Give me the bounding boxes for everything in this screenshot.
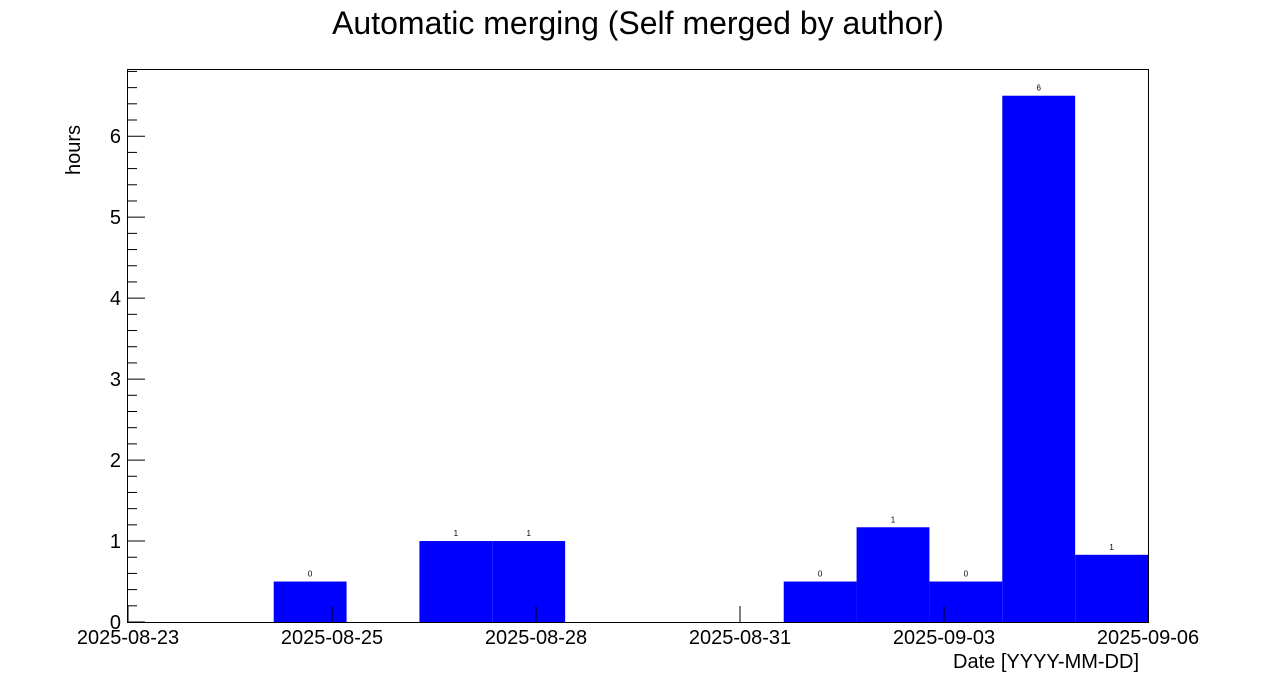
bar	[1075, 554, 1148, 622]
y-tick-label: 1	[110, 531, 121, 553]
bar-value-label: 1	[526, 529, 531, 538]
x-tick-label: 2025-08-31	[689, 627, 791, 649]
bars-layer	[273, 95, 1148, 623]
bar-value-label: 1	[1109, 543, 1114, 552]
x-axis-title: Date [YYYY-MM-DD]	[953, 651, 1139, 673]
bar-value-label: 1	[891, 515, 896, 524]
x-tick-label: 2025-08-23	[77, 627, 179, 649]
x-tick-label: 2025-09-03	[893, 627, 995, 649]
x-tick-label: 2025-08-25	[281, 627, 383, 649]
x-tick-label: 2025-08-28	[485, 627, 587, 649]
plot-frame	[127, 69, 1149, 623]
bar-value-label: 0	[818, 570, 823, 579]
bar-value-label: 0	[964, 570, 969, 579]
bar	[273, 581, 347, 622]
bar	[419, 541, 493, 622]
y-tick-label: 4	[110, 288, 121, 310]
bar-value-label: 6	[1036, 84, 1041, 93]
bar	[856, 527, 930, 622]
y-axis-title: hours	[63, 125, 85, 175]
bar	[492, 541, 566, 622]
bar	[1002, 95, 1076, 623]
bar-value-label: 0	[308, 570, 313, 579]
chart-title: Automatic merging (Self merged by author…	[332, 5, 944, 41]
y-tick-label: 3	[110, 369, 121, 391]
y-tick-label: 6	[110, 126, 121, 148]
axes-layer: 0 1 2 3 4 5 6 2025-08-23 2025-08-25 2025-08-28 202…	[77, 70, 1199, 649]
x-tick-label: 2025-09-06	[1097, 627, 1199, 649]
y-tick-label: 5	[110, 207, 121, 229]
bar-value-label: 1	[454, 529, 459, 538]
data-labels-layer: 0 1 1 0 1 0 6 1	[308, 84, 1114, 579]
bar	[783, 581, 857, 622]
y-tick-label: 0	[110, 612, 121, 634]
bar	[929, 581, 1003, 622]
y-tick-label: 2	[110, 450, 121, 472]
